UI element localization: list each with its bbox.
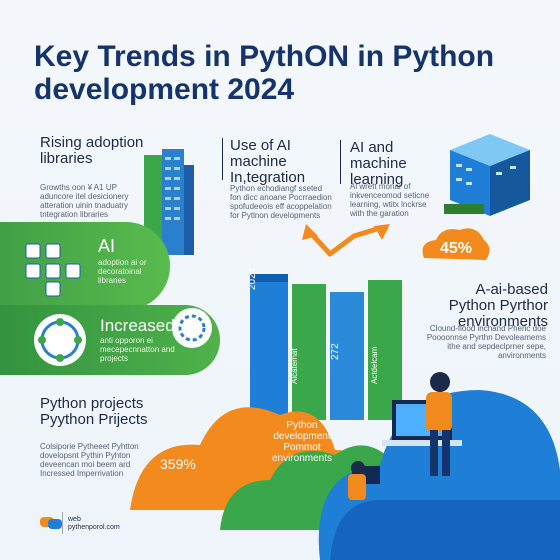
rising-heading: Rising adoption libraries [40, 134, 144, 167]
projects-stat: 359% [160, 456, 196, 472]
ai-heading: AI [98, 236, 116, 256]
bar-2 [292, 284, 326, 420]
app-grid-icon [25, 243, 81, 297]
footer-text: web pythenporol.com [68, 516, 120, 532]
trend-bars [250, 224, 402, 420]
ai-ml-heading: AI and machine learning [350, 139, 407, 188]
ai-ml-body: Al wrett monar of inkvenceomod seticne l… [350, 182, 430, 218]
server-stack-icon [444, 134, 530, 216]
network-icon [34, 314, 86, 366]
projects-heading: Python projects Pyython Prijects [40, 395, 148, 428]
cloud-scene [130, 372, 560, 560]
increased-heading: Increased [100, 316, 175, 335]
bar-4 [368, 280, 402, 420]
envs-heading: A-ai-based Python Pyrthor environments [448, 281, 548, 330]
use-ai-body: Python echodiangf sseted fon dicc anoane… [230, 184, 332, 220]
use-ai-heading: Use of AI machine In,tegration [230, 137, 306, 186]
cloud-label: Python development Pommot environments [271, 420, 333, 464]
page-title: Key Trends in PythON in Python developme… [34, 40, 495, 106]
projects-body: Colsiporie Pytheeet Pyhtton dovelopsnt P… [40, 442, 139, 478]
ai-ml-stat: 45% [440, 240, 473, 257]
bar-3 [330, 292, 364, 420]
footer-divider [62, 512, 63, 534]
footer-link[interactable]: pythenporol.com [68, 524, 120, 531]
ai-body: adoption ai or decoratoinal libraries [98, 258, 147, 285]
divider [340, 140, 341, 184]
rising-body: Growths oon ¥ A1 UP aduncore itel desici… [40, 183, 129, 219]
gear-cycle-icon [172, 308, 212, 348]
envs-body: Clound-flood inchand Phenc doe Poooonnse… [426, 324, 546, 360]
stat-badge-45 [422, 228, 490, 260]
bar-label-1: 2024 [247, 267, 258, 290]
divider [222, 138, 223, 180]
footer-line-1: web [68, 516, 81, 523]
bar-1 [250, 274, 288, 420]
increased-body: anti opporon ei mecepecnnatton and proje… [100, 336, 175, 363]
brand-logo-icon [40, 517, 62, 529]
